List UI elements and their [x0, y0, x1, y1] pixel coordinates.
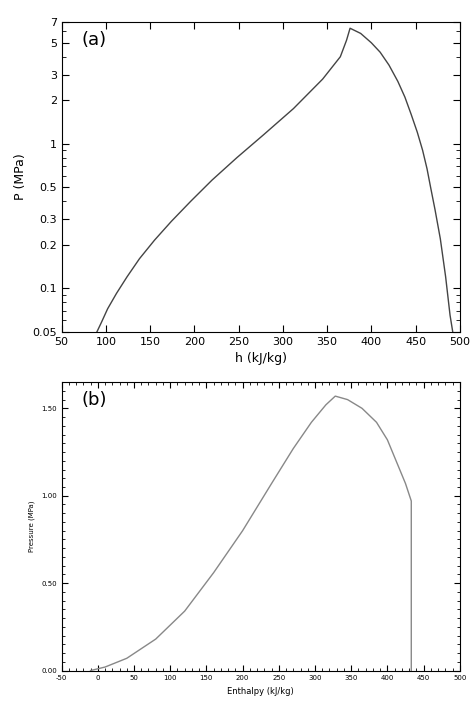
Text: (b): (b) — [82, 391, 107, 409]
X-axis label: Enthalpy (kJ/kg): Enthalpy (kJ/kg) — [228, 687, 294, 696]
Text: (a): (a) — [82, 31, 107, 49]
X-axis label: h (kJ/kg): h (kJ/kg) — [235, 352, 287, 365]
Y-axis label: P (MPa): P (MPa) — [14, 154, 27, 200]
Y-axis label: Pressure (MPa): Pressure (MPa) — [29, 500, 36, 552]
